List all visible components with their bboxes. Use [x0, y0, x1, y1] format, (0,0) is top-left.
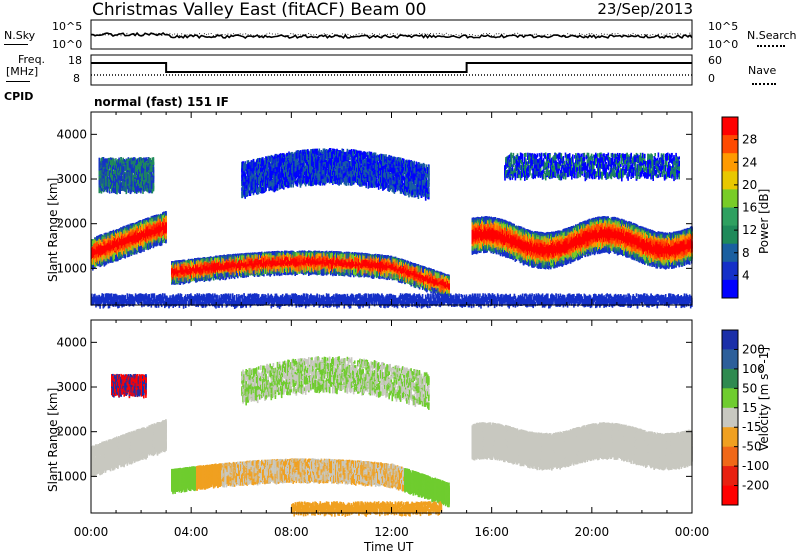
- freq-panel-frame: [91, 55, 692, 85]
- noise-panel-frame: [91, 20, 692, 49]
- power-band-lower: [171, 250, 450, 299]
- rti-plot-canvas: 1000200030004000100020003000400000:00 04:…: [0, 0, 800, 554]
- freq-trace: [91, 63, 692, 72]
